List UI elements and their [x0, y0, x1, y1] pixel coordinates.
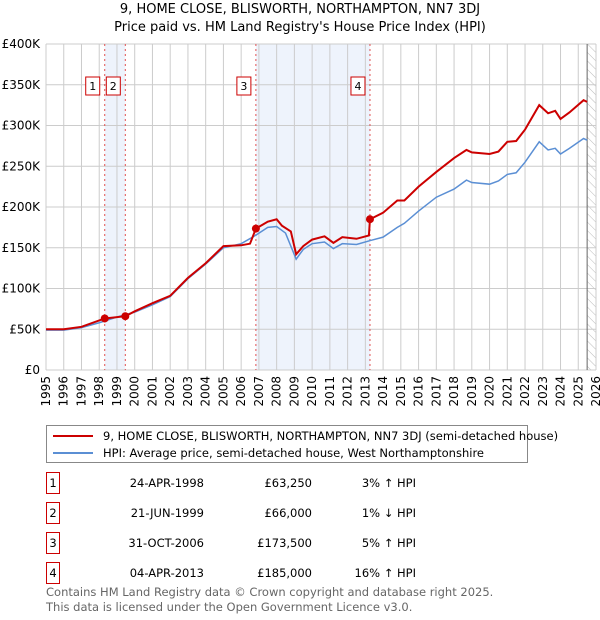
x-tick-label: 2021: [500, 376, 514, 407]
x-tick-label: 2026: [589, 376, 600, 407]
y-tick-label: £50K: [9, 322, 41, 336]
table-row: 2 21-JUN-1999 £66,000 1% ↓ HPI: [46, 502, 566, 524]
footer-copyright: Contains HM Land Registry data © Crown c…: [46, 585, 494, 599]
x-tick-label: 1995: [39, 376, 53, 407]
price-chart: 1995 1996 1997 1998 1999 2000 2001 2002 2003 2004…: [2, 37, 600, 407]
table-row: 1 24-APR-1998 £63,250 3% ↑ HPI: [46, 472, 566, 494]
transaction-price: £66,000: [264, 506, 312, 520]
x-tick-label: 2001: [145, 376, 159, 407]
transaction-number: 4: [46, 562, 60, 584]
transaction-date: 31-OCT-2006: [128, 536, 204, 550]
x-tick-label: 2003: [181, 376, 195, 407]
sale-label-box: [85, 76, 101, 96]
x-tick-label: 2008: [270, 376, 284, 407]
y-tick-label: £400K: [2, 37, 42, 51]
transaction-price: £185,000: [257, 566, 312, 580]
x-tick-label: 2024: [554, 376, 568, 407]
legend-swatch-property: [53, 435, 93, 437]
sale-point: [100, 314, 109, 323]
transaction-number: 1: [46, 472, 60, 494]
y-tick-label: £350K: [2, 78, 42, 92]
legend-item-hpi: HPI: Average price, semi-detached house,…: [53, 446, 484, 460]
transaction-hpi-diff: 5% ↑ HPI: [361, 536, 416, 550]
transaction-date: 04-APR-2013: [129, 566, 204, 580]
x-tick-label: 2007: [252, 376, 266, 407]
legend-label-hpi: HPI: Average price, semi-detached house,…: [103, 446, 484, 460]
x-tick-label: 2006: [234, 376, 248, 407]
x-tick-label: 2025: [571, 376, 585, 407]
x-tick-label: 2023: [536, 376, 550, 407]
y-tick-label: £100K: [2, 282, 42, 296]
x-tick-label: 2005: [216, 376, 230, 407]
sale-label: 1: [89, 80, 96, 93]
y-tick-label: £0: [25, 363, 40, 377]
sale-point: [365, 215, 374, 224]
y-tick-label: £300K: [2, 119, 42, 133]
sale-label: 3: [240, 80, 247, 93]
transaction-price: £173,500: [257, 536, 312, 550]
x-tick-label: 1998: [92, 376, 106, 407]
y-tick-label: £250K: [2, 159, 42, 173]
legend-item-property: 9, HOME CLOSE, BLISWORTH, NORTHAMPTON, N…: [53, 429, 558, 443]
x-tick-label: 2019: [465, 376, 479, 407]
x-tick-label: 2013: [358, 376, 372, 407]
sale-label-box: [350, 76, 366, 96]
table-row: 3 31-OCT-2006 £173,500 5% ↑ HPI: [46, 532, 566, 554]
y-tick-label: £200K: [2, 200, 42, 214]
sale-point: [251, 224, 260, 233]
property-price-line: [46, 99, 588, 331]
legend: 9, HOME CLOSE, BLISWORTH, NORTHAMPTON, N…: [46, 425, 558, 463]
chart-title: 9, HOME CLOSE, BLISWORTH, NORTHAMPTON, N…: [119, 2, 481, 17]
x-tick-label: 2009: [287, 376, 301, 407]
transaction-price: £63,250: [264, 476, 312, 490]
y-tick-label: £150K: [2, 241, 42, 255]
transaction-hpi-diff: 3% ↑ HPI: [361, 476, 416, 490]
sale-label: 4: [354, 80, 361, 93]
x-tick-label: 2016: [412, 376, 426, 407]
x-tick-label: 2002: [163, 376, 177, 407]
x-tick-label: 2014: [376, 376, 390, 407]
x-tick-label: 2015: [394, 376, 408, 407]
x-tick-label: 2018: [447, 376, 461, 407]
x-tick-label: 2012: [341, 376, 355, 407]
x-tick-label: 2020: [483, 376, 497, 407]
x-tick-label: 2000: [128, 376, 142, 407]
sale-point: [121, 312, 130, 321]
x-tick-label: 1997: [74, 376, 88, 407]
x-tick-label: 2010: [305, 376, 319, 407]
chart-subtitle: Price paid vs. HM Land Registry's House …: [114, 20, 486, 35]
table-row: 4 04-APR-2013 £185,000 16% ↑ HPI: [46, 562, 566, 584]
transaction-number: 2: [46, 502, 60, 524]
sale-label-box: [105, 76, 121, 96]
x-tick-label: 2004: [199, 376, 213, 407]
x-tick-label: 1996: [57, 376, 71, 407]
x-tick-label: 1999: [110, 376, 124, 407]
transaction-hpi-diff: 16% ↑ HPI: [354, 566, 416, 580]
legend-swatch-hpi: [53, 452, 93, 454]
transaction-date: 21-JUN-1999: [130, 506, 204, 520]
x-tick-label: 2011: [323, 376, 337, 407]
legend-label-property: 9, HOME CLOSE, BLISWORTH, NORTHAMPTON, N…: [103, 429, 559, 443]
transaction-hpi-diff: 1% ↓ HPI: [361, 506, 416, 520]
sale-label-box: [236, 76, 252, 96]
footer-licence: This data is licensed under the Open Gov…: [46, 600, 413, 614]
sale-label: 2: [110, 80, 117, 93]
x-tick-label: 2022: [518, 376, 532, 407]
transaction-date: 24-APR-1998: [129, 476, 204, 490]
transaction-number: 3: [46, 532, 60, 554]
x-tick-label: 2017: [429, 376, 443, 407]
